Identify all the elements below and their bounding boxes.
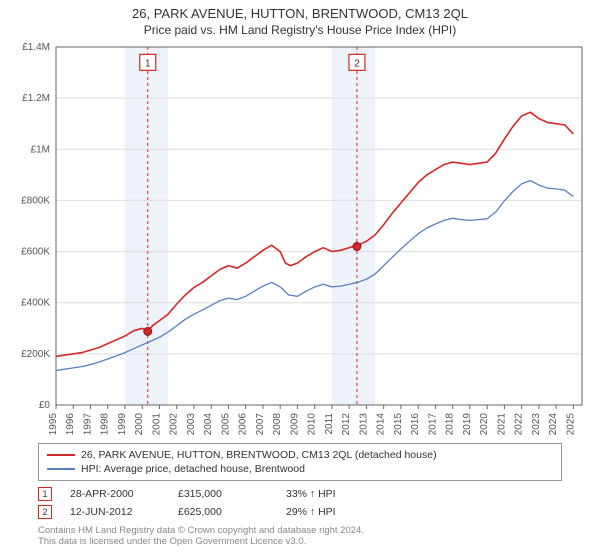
svg-text:£1M: £1M [31,144,50,155]
line-chart-svg: £0 £200K £400K £600K £800K £1M £1.2M £1.4M 1995 1… [0,41,600,441]
chart-title-line1: 26, PARK AVENUE, HUTTON, BRENTWOOD, CM13… [0,0,600,21]
svg-text:1995: 1995 [48,413,59,436]
svg-text:2017: 2017 [427,413,438,436]
marker-badge-1: 1 [38,487,52,501]
svg-text:2004: 2004 [203,413,214,436]
svg-text:2003: 2003 [186,413,197,436]
chart-area: £0 £200K £400K £600K £800K £1M £1.2M £1.4M 1995 1… [0,41,600,441]
svg-text:2016: 2016 [410,413,421,436]
svg-text:2000: 2000 [134,413,145,436]
legend-label: HPI: Average price, detached house, Bren… [81,463,305,475]
marker-date: 12-JUN-2012 [70,506,160,518]
marker-date: 28-APR-2000 [70,488,160,500]
marker-delta: 29% ↑ HPI [286,506,376,518]
svg-text:2001: 2001 [151,413,162,436]
svg-text:2022: 2022 [514,413,525,436]
svg-text:1: 1 [145,58,151,69]
svg-text:2002: 2002 [169,413,180,436]
svg-text:£600K: £600K [21,247,50,258]
svg-text:2007: 2007 [255,413,266,436]
legend-box: 26, PARK AVENUE, HUTTON, BRENTWOOD, CM13… [38,443,562,481]
footer-attribution: Contains HM Land Registry data © Crown c… [38,525,562,547]
legend-label: 26, PARK AVENUE, HUTTON, BRENTWOOD, CM13… [81,449,437,461]
svg-text:2012: 2012 [341,413,352,436]
svg-text:2025: 2025 [565,413,576,436]
svg-text:2015: 2015 [393,413,404,436]
svg-text:1996: 1996 [65,413,76,436]
svg-text:2011: 2011 [324,413,335,435]
chart-title-line2: Price paid vs. HM Land Registry's House … [0,21,600,41]
svg-text:2018: 2018 [445,413,456,436]
svg-text:£1.4M: £1.4M [22,42,50,53]
svg-text:2009: 2009 [289,413,300,436]
svg-text:2005: 2005 [220,413,231,436]
svg-text:2008: 2008 [272,413,283,436]
legend-row: 26, PARK AVENUE, HUTTON, BRENTWOOD, CM13… [47,448,553,462]
legend-row: HPI: Average price, detached house, Bren… [47,462,553,476]
marker-badge-2: 2 [38,505,52,519]
legend-swatch-price [47,454,75,456]
svg-text:1998: 1998 [100,413,111,436]
footer-line: This data is licensed under the Open Gov… [38,536,562,547]
svg-text:1999: 1999 [117,413,128,436]
svg-text:£800K: £800K [21,195,50,206]
svg-text:£200K: £200K [21,349,50,360]
svg-text:£400K: £400K [21,298,50,309]
svg-text:2023: 2023 [531,413,542,436]
marker-price: £625,000 [178,506,268,518]
svg-text:1997: 1997 [82,413,93,436]
marker-delta: 33% ↑ HPI [286,488,376,500]
svg-text:2020: 2020 [479,413,490,436]
marker-row: 2 12-JUN-2012 £625,000 29% ↑ HPI [38,503,562,521]
svg-text:2: 2 [354,58,360,69]
svg-text:2021: 2021 [496,413,507,436]
svg-text:2019: 2019 [462,413,473,436]
marker-row: 1 28-APR-2000 £315,000 33% ↑ HPI [38,485,562,503]
svg-text:2014: 2014 [376,413,387,436]
svg-text:2024: 2024 [548,413,559,436]
svg-text:2013: 2013 [358,413,369,436]
svg-text:£0: £0 [39,400,51,411]
footer-line: Contains HM Land Registry data © Crown c… [38,525,562,536]
markers-table: 1 28-APR-2000 £315,000 33% ↑ HPI 2 12-JU… [38,485,562,521]
svg-text:£1.2M: £1.2M [22,93,50,104]
svg-text:2006: 2006 [238,413,249,436]
legend-swatch-hpi [47,468,75,470]
svg-text:2010: 2010 [307,413,318,436]
marker-price: £315,000 [178,488,268,500]
